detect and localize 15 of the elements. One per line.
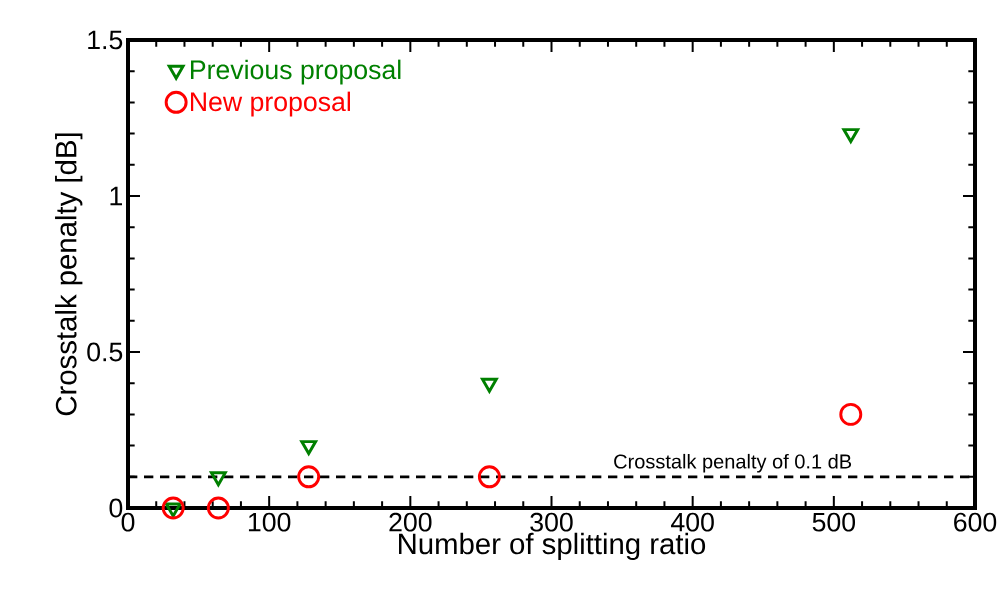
ref-line-label: Crosstalk penalty of 0.1 dB <box>614 453 852 473</box>
legend-label: New proposal <box>191 91 351 117</box>
x-tick-label: 400 <box>671 512 714 532</box>
y-tick-label: 0 <box>109 498 123 518</box>
y-tick-label: 1.5 <box>88 30 123 50</box>
legend-label: Previous proposal <box>191 59 401 85</box>
x-tick-label: 300 <box>530 512 573 532</box>
x-tick-label: 500 <box>812 512 856 532</box>
y-axis-title: Crosstalk penalty [dB] <box>55 133 83 416</box>
x-axis-title: Number of splitting ratio <box>399 532 706 561</box>
y-tick-label: 1 <box>110 186 122 206</box>
x-tick-label: 200 <box>389 512 432 532</box>
y-tick-label: 0.5 <box>87 342 123 362</box>
x-tick-label: 100 <box>248 512 291 532</box>
x-tick-label: 600 <box>954 512 997 532</box>
